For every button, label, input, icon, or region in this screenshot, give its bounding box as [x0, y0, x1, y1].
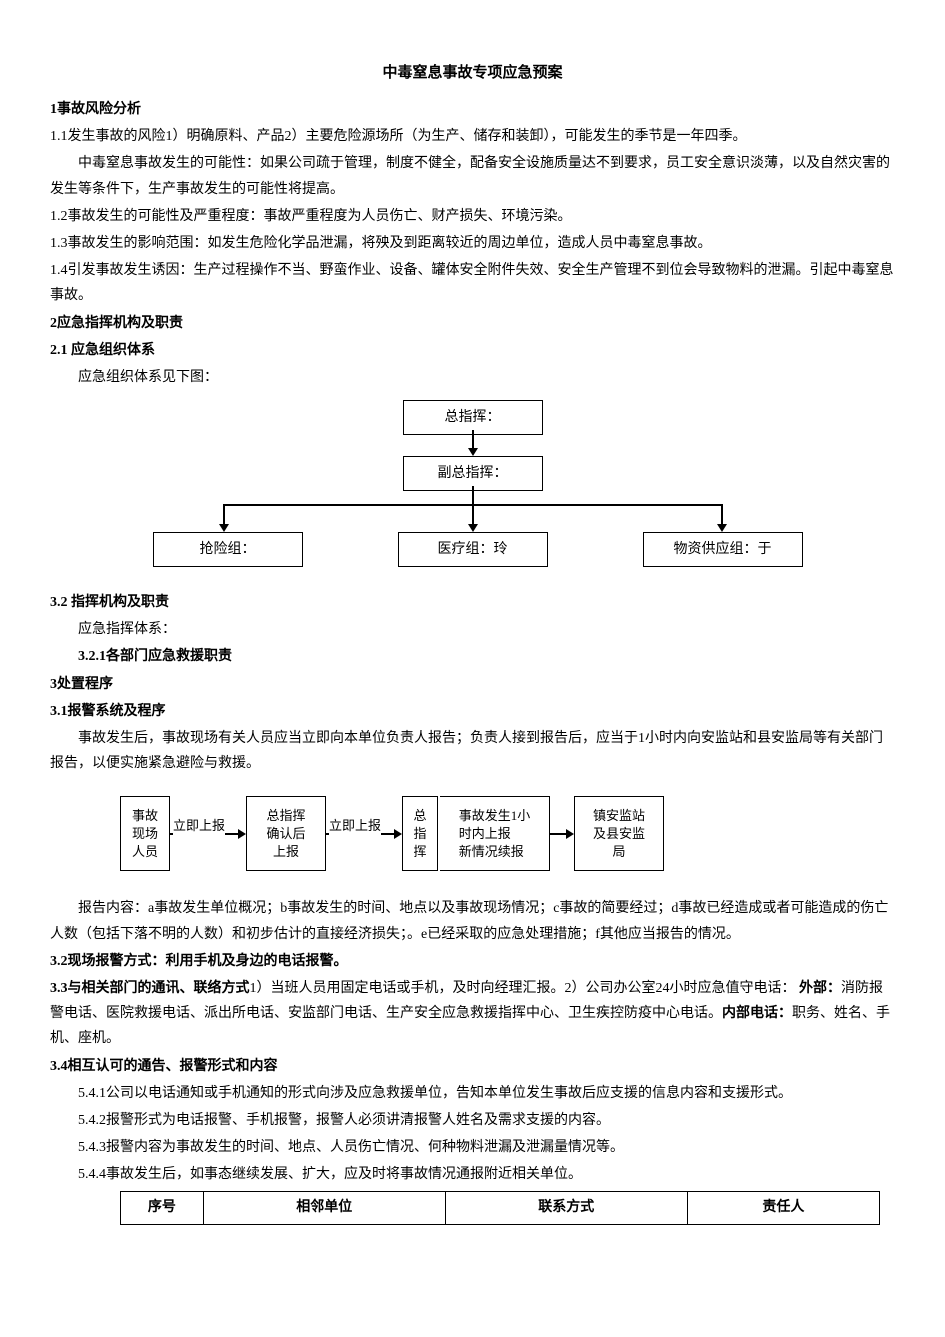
arrow-right-icon — [238, 829, 246, 839]
org-node-rescue: 抢险组： — [153, 532, 303, 567]
section-3-3-lead: 3.3与相关部门的通讯、联络方式 — [50, 981, 250, 996]
section-3-2b-heading: 3.2现场报警方式：利用手机及身边的电话报警。 — [50, 949, 895, 974]
org-line — [721, 504, 723, 526]
section-1-heading: 1事故风险分析 — [50, 97, 895, 122]
table-header-responsible: 责任人 — [687, 1192, 879, 1224]
para-1-4: 1.4引发事故发生诱因：生产过程操作不当、野蛮作业、设备、罐体安全附件失效、安全… — [50, 258, 895, 308]
process-node-confirm: 总指挥 确认后 上报 — [246, 796, 326, 871]
section-3-1-heading: 3.1报警系统及程序 — [50, 699, 895, 724]
para-2-1: 应急组织体系见下图： — [50, 365, 895, 390]
arrow-down-icon — [468, 448, 478, 456]
contact-table: 序号 相邻单位 联系方式 责任人 — [120, 1191, 880, 1224]
section-3-4-heading: 3.4相互认可的通告、报警形式和内容 — [50, 1054, 895, 1079]
para-1-possibility: 中毒窒息事故发生的可能性：如果公司疏于管理，制度不健全，配备安全设施质量达不到要… — [50, 151, 895, 201]
section-3-2-heading: 3.2 指挥机构及职责 — [50, 590, 895, 615]
arrow-right-icon — [394, 829, 402, 839]
para-3-2: 应急指挥体系： — [50, 617, 895, 642]
table-header-unit: 相邻单位 — [203, 1192, 445, 1224]
external-label: 外部： — [799, 981, 841, 996]
document-title: 中毒窒息事故专项应急预案 — [50, 60, 895, 87]
arrow-down-icon — [717, 524, 727, 532]
org-node-medical: 医疗组：玲 — [398, 532, 548, 567]
table-header-contact: 联系方式 — [445, 1192, 687, 1224]
process-chart: 事故 现场 人员 立即上报 总指挥 确认后 上报 立即上报 总 指 挥 事故发生… — [120, 786, 820, 886]
process-label-report1: 立即上报 — [173, 814, 225, 837]
para-1-2: 1.2事故发生的可能性及严重程度：事故严重程度为人员伤亡、财产损失、环境污染。 — [50, 204, 895, 229]
org-line — [472, 486, 474, 504]
process-label-report2: 立即上报 — [329, 814, 381, 837]
org-line — [472, 504, 474, 526]
para-1-1: 1.1发生事故的风险1）明确原料、产品2）主要危险源场所（为生产、储存和装卸），… — [50, 124, 895, 149]
section-3-2-1-heading: 3.2.1各部门应急救援职责 — [50, 644, 895, 669]
arrow-right-icon — [566, 829, 574, 839]
process-node-commander: 总 指 挥 — [402, 796, 438, 871]
para-5-4-4: 5.4.4事故发生后，如事态继续发展、扩大，应及时将事故情况通报附近相关单位。 — [50, 1162, 895, 1187]
arrow-down-icon — [219, 524, 229, 532]
arrow-down-icon — [468, 524, 478, 532]
process-node-scene: 事故 现场 人员 — [120, 796, 170, 871]
table-header-row: 序号 相邻单位 联系方式 责任人 — [121, 1192, 880, 1224]
process-node-1hour: 事故发生1小 时内上报 新情况续报 — [440, 796, 550, 871]
section-3-3: 3.3与相关部门的通讯、联络方式1）当班人员用固定电话或手机，及时向经理汇报。2… — [50, 976, 895, 1052]
para-3-1: 事故发生后，事故现场有关人员应当立即向本单位负责人报告；负责人接到报告后，应当于… — [50, 726, 895, 776]
process-node-authority: 镇安监站 及县安监 局 — [574, 796, 664, 871]
org-line — [223, 504, 225, 526]
para-5-4-3: 5.4.3报警内容为事故发生的时间、地点、人员伤亡情况、何种物料泄漏及泄漏量情况… — [50, 1135, 895, 1160]
table-header-seq: 序号 — [121, 1192, 204, 1224]
para-5-4-1: 5.4.1公司以电话通知或手机通知的形式向涉及应急救援单位，告知本单位发生事故后… — [50, 1081, 895, 1106]
para-5-4-2: 5.4.2报警形式为电话报警、手机报警，报警人必须讲清报警人姓名及需求支援的内容… — [50, 1108, 895, 1133]
para-report-content: 报告内容：a事故发生单位概况；b事故发生的时间、地点以及事故现场情况；c事故的简… — [50, 896, 895, 946]
para-1-3: 1.3事故发生的影响范围：如发生危险化学品泄漏，将殃及到距离较近的周边单位，造成… — [50, 231, 895, 256]
org-line — [472, 430, 474, 450]
section-2-1-heading: 2.1 应急组织体系 — [50, 338, 895, 363]
org-chart: 总指挥： 副总指挥： 抢险组： 医疗组：玲 物资供应组：于 — [123, 400, 823, 580]
internal-label: 内部电话： — [722, 1006, 792, 1021]
org-node-supply: 物资供应组：于 — [643, 532, 803, 567]
section-3-3-text1: 1）当班人员用固定电话或手机，及时向经理汇报。2）公司办公室24小时应急值守电话… — [250, 981, 796, 996]
section-2-heading: 2应急指挥机构及职责 — [50, 311, 895, 336]
section-3-heading: 3处置程序 — [50, 672, 895, 697]
